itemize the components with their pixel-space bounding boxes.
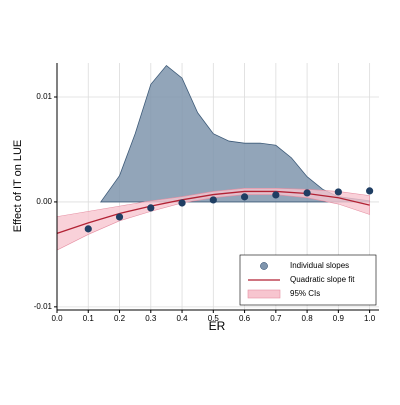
x-axis-title: ER (209, 319, 226, 333)
legend-label: Individual slopes (290, 261, 349, 270)
point (366, 187, 374, 195)
point (334, 188, 342, 196)
fit-line (56, 190, 370, 235)
y-axis-title: Effect of IT on LUE (12, 140, 24, 233)
x-tick-label: 0.4 (176, 314, 188, 323)
legend-label: Quadratic slope fit (290, 275, 355, 284)
x-tick-label: 1.0 (364, 314, 376, 323)
x-tick-label: 0.0 (51, 314, 63, 323)
ci-band (56, 187, 370, 251)
y-tick-label: 0.00 (36, 197, 52, 206)
x-tick-label: 0.9 (333, 314, 345, 323)
x-tick-label: 0.7 (270, 314, 282, 323)
legend-marker (247, 289, 281, 299)
x-tick-label: 0.6 (239, 314, 251, 323)
legend-marker (260, 262, 268, 270)
point (84, 225, 92, 233)
point (209, 196, 217, 204)
x-tick-label: 0.1 (83, 314, 95, 323)
x-tick-label: 0.3 (145, 314, 157, 323)
point (240, 193, 249, 201)
point (303, 189, 311, 197)
legend-label: 95% CIs (290, 289, 320, 298)
x-tick-label: 0.8 (302, 314, 314, 323)
y-tick-label: 0.01 (36, 92, 52, 101)
point (272, 191, 280, 199)
y-tick-label: -0.01 (34, 302, 53, 311)
point (178, 199, 186, 207)
point (147, 204, 155, 212)
x-tick-label: 0.5 (208, 314, 220, 323)
point (115, 213, 124, 221)
x-tick-label: 0.2 (114, 314, 126, 323)
